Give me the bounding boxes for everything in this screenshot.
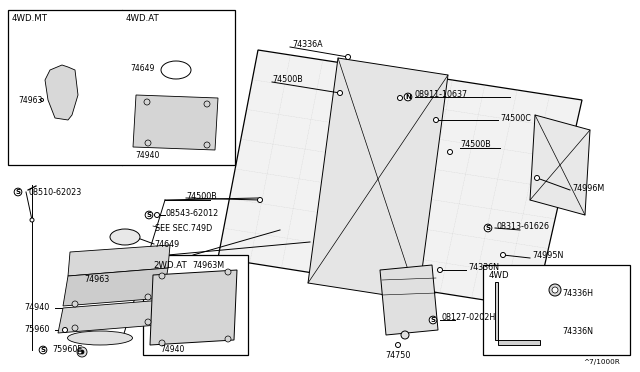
- Text: 75960: 75960: [24, 326, 50, 334]
- Circle shape: [396, 343, 401, 347]
- Circle shape: [145, 294, 151, 300]
- Text: 74940: 74940: [135, 151, 159, 160]
- Text: 74963M: 74963M: [192, 260, 224, 269]
- Circle shape: [145, 140, 151, 146]
- Circle shape: [438, 267, 442, 273]
- Circle shape: [154, 212, 159, 218]
- Circle shape: [337, 90, 342, 96]
- Bar: [483, 265, 630, 355]
- Circle shape: [257, 198, 262, 202]
- Text: 4WD: 4WD: [489, 270, 509, 279]
- Text: 2WD.AT: 2WD.AT: [153, 260, 187, 269]
- Polygon shape: [150, 270, 237, 345]
- Polygon shape: [380, 265, 438, 335]
- Circle shape: [534, 176, 540, 180]
- Text: 74500B: 74500B: [272, 74, 303, 83]
- Text: N: N: [405, 94, 411, 100]
- Text: 74940: 74940: [160, 346, 184, 355]
- Circle shape: [401, 331, 409, 339]
- Text: 75960E: 75960E: [52, 346, 83, 355]
- Polygon shape: [530, 115, 590, 215]
- Text: 74649: 74649: [154, 240, 179, 248]
- Text: ^7/1000R: ^7/1000R: [583, 359, 620, 365]
- Text: 4WD.AT: 4WD.AT: [126, 13, 160, 22]
- Text: 08127-0202H: 08127-0202H: [442, 314, 496, 323]
- Ellipse shape: [110, 229, 140, 245]
- Circle shape: [80, 350, 84, 354]
- Circle shape: [500, 253, 506, 257]
- Polygon shape: [133, 95, 218, 150]
- Circle shape: [225, 269, 231, 275]
- Text: 08911-10637: 08911-10637: [415, 90, 468, 99]
- Text: 74750: 74750: [385, 352, 411, 360]
- Text: 74336H: 74336H: [562, 289, 593, 298]
- Text: 74336N: 74336N: [562, 327, 593, 337]
- Ellipse shape: [67, 331, 132, 345]
- Text: S: S: [15, 189, 20, 195]
- Circle shape: [145, 319, 151, 325]
- Circle shape: [397, 96, 403, 100]
- Text: 74940: 74940: [25, 304, 50, 312]
- Text: 74336A: 74336A: [292, 39, 323, 48]
- Polygon shape: [58, 300, 163, 333]
- Circle shape: [72, 325, 78, 331]
- Polygon shape: [308, 58, 448, 300]
- Text: 08313-61626: 08313-61626: [497, 221, 550, 231]
- Circle shape: [72, 301, 78, 307]
- Circle shape: [204, 101, 210, 107]
- Polygon shape: [63, 268, 168, 306]
- Circle shape: [346, 55, 351, 60]
- Circle shape: [433, 118, 438, 122]
- Text: S: S: [40, 347, 45, 353]
- Polygon shape: [495, 282, 540, 345]
- Text: S: S: [431, 317, 435, 323]
- Circle shape: [447, 150, 452, 154]
- Text: 74963: 74963: [84, 276, 110, 285]
- Text: 74649: 74649: [131, 64, 155, 73]
- Text: 74336N: 74336N: [468, 263, 499, 273]
- Polygon shape: [68, 245, 170, 276]
- Circle shape: [78, 350, 82, 354]
- Circle shape: [30, 218, 34, 222]
- Text: 08510-62023: 08510-62023: [28, 187, 81, 196]
- Text: S: S: [147, 212, 152, 218]
- Text: S: S: [486, 225, 490, 231]
- Text: 74500B: 74500B: [460, 140, 491, 148]
- Circle shape: [552, 287, 558, 293]
- Circle shape: [63, 327, 67, 333]
- Polygon shape: [45, 65, 78, 120]
- Text: 74996M: 74996M: [572, 183, 604, 192]
- Circle shape: [225, 336, 231, 342]
- Circle shape: [159, 273, 165, 279]
- Polygon shape: [218, 50, 582, 308]
- Circle shape: [40, 99, 44, 102]
- Circle shape: [144, 99, 150, 105]
- Text: 74500C: 74500C: [500, 113, 531, 122]
- Circle shape: [204, 142, 210, 148]
- Text: 74500B: 74500B: [186, 192, 217, 201]
- Circle shape: [549, 284, 561, 296]
- Circle shape: [159, 340, 165, 346]
- Text: 74995N: 74995N: [532, 251, 563, 260]
- Text: 74963: 74963: [18, 96, 42, 105]
- Text: 08543-62012: 08543-62012: [165, 208, 218, 218]
- Bar: [143, 255, 248, 355]
- Text: SEE SEC.749D: SEE SEC.749D: [155, 224, 212, 232]
- Circle shape: [77, 347, 87, 357]
- Text: 4WD.MT: 4WD.MT: [12, 13, 48, 22]
- Bar: [8, 10, 235, 165]
